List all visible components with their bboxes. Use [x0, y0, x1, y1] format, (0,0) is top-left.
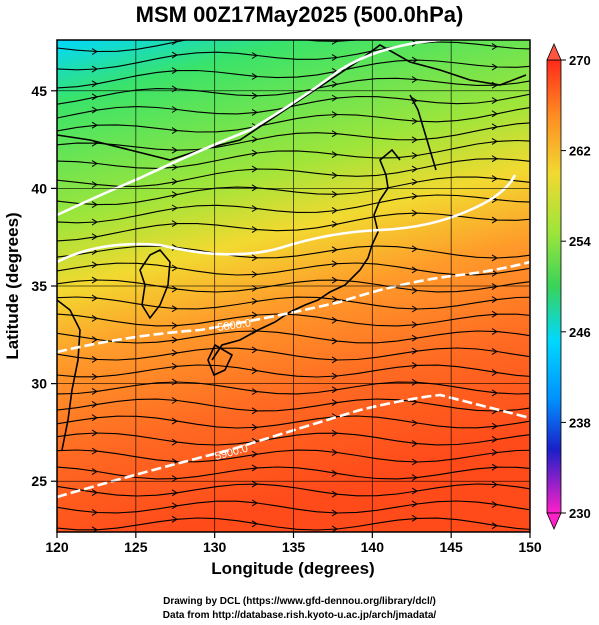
- colorbar-tick-label: 246: [569, 325, 591, 340]
- contour-5800: [57, 260, 530, 354]
- y-tick-label: 40: [31, 180, 47, 196]
- grid: [57, 40, 530, 532]
- streamline: [57, 296, 530, 310]
- colorbar-top-arrow: [546, 43, 562, 61]
- streamline: [57, 483, 530, 497]
- streamline: [57, 59, 530, 89]
- streamline-arrow: [492, 23, 497, 29]
- streamline-arrow: [252, 542, 257, 548]
- streamline-arrow: [412, 26, 417, 32]
- x-tick-label: 140: [361, 539, 385, 555]
- x-tick-label: 145: [439, 539, 463, 555]
- y-tick-label: 30: [31, 376, 47, 392]
- streamline: [57, 176, 530, 206]
- streamline: [57, 449, 530, 463]
- coastline-japan: [211, 148, 401, 361]
- y-tick-label: 25: [31, 473, 47, 489]
- colorbar-tick-label: 270: [569, 53, 591, 68]
- streamlines: [57, 23, 530, 549]
- x-tick-label: 130: [203, 539, 227, 555]
- colorbar-tick-label: 238: [569, 415, 591, 430]
- coastline-china: [57, 299, 81, 451]
- x-tick-label: 120: [45, 539, 69, 555]
- contour-5900: [57, 393, 530, 499]
- streamline: [57, 313, 530, 327]
- streamline: [57, 466, 530, 480]
- colorbar-body: [546, 59, 562, 514]
- x-axis: 120 125 130 135 140 145 150: [45, 532, 542, 555]
- streamline: [57, 398, 530, 412]
- streamline: [57, 41, 530, 71]
- streamline: [57, 364, 530, 378]
- streamline: [57, 158, 530, 187]
- streamline: [57, 517, 530, 531]
- colorbar: 270 262 254 246 238 230: [546, 43, 591, 530]
- streamline-arrow: [252, 32, 257, 38]
- contour-lines: [57, 40, 530, 499]
- streamline: [57, 330, 530, 344]
- streamline: [57, 500, 530, 514]
- streamline: [57, 106, 530, 133]
- streamline-arrow: [412, 531, 413, 532]
- credit-data: Data from http://database.rish.kyoto-u.a…: [162, 610, 437, 621]
- colorbar-ticks: 270 262 254 246 238 230: [561, 53, 591, 521]
- streamline: [57, 347, 530, 361]
- coastline-mainland: [57, 44, 527, 161]
- streamline: [57, 139, 530, 169]
- chart-title: MSM 00Z17May2025 (500.0hPa): [135, 2, 464, 27]
- x-axis-label: Longitude (degrees): [211, 559, 374, 578]
- coastline-sakhalin: [409, 94, 437, 171]
- x-tick-label: 135: [282, 539, 306, 555]
- streamline: [57, 194, 530, 224]
- x-tick-label: 150: [518, 539, 542, 555]
- streamline-arrow: [172, 531, 173, 532]
- colorbar-tick-label: 230: [569, 506, 591, 521]
- streamline-arrow: [92, 541, 97, 547]
- contour-label-5800: 5800.0: [217, 317, 252, 334]
- credit-drawing: Drawing by DCL (https://www.gfd-dennou.o…: [163, 596, 436, 607]
- streamline: [57, 122, 530, 151]
- contour-middle: [57, 174, 517, 264]
- colorbar-tick-label: 254: [569, 234, 591, 249]
- streamline: [57, 415, 530, 429]
- streamline-arrow: [492, 543, 497, 549]
- y-axis: 25 30 35 40 45: [31, 83, 57, 489]
- coastlines: [57, 44, 527, 451]
- contour-upper-left: [57, 40, 441, 217]
- colorbar-tick-label: 262: [569, 144, 591, 159]
- y-tick-label: 45: [31, 83, 47, 99]
- coastline-kyushu: [207, 343, 234, 377]
- streamline: [57, 77, 530, 105]
- streamline: [57, 93, 530, 119]
- y-axis-label: Latitude (degrees): [3, 212, 22, 359]
- coastline-korea: [139, 249, 171, 320]
- streamline: [57, 279, 530, 293]
- streamline-arrow: [332, 540, 337, 546]
- colorbar-bottom-arrow: [546, 512, 562, 530]
- streamline: [57, 432, 530, 446]
- y-tick-label: 35: [31, 278, 47, 294]
- x-tick-label: 125: [124, 539, 148, 555]
- streamline: [57, 40, 361, 53]
- streamline: [57, 245, 530, 259]
- streamline: [57, 381, 530, 395]
